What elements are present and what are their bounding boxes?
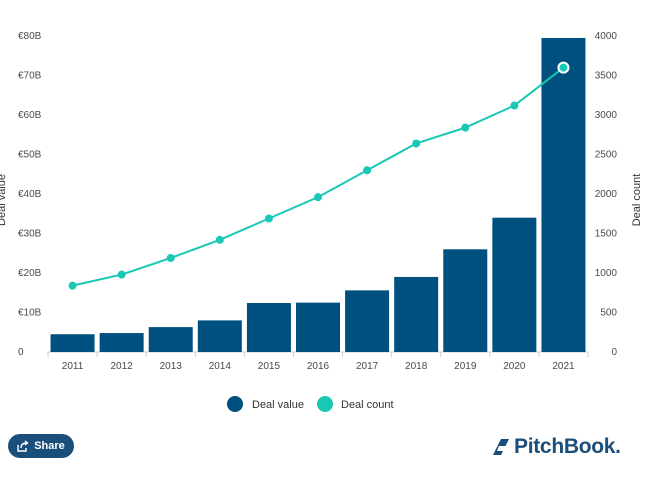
y-left-tick-label: 0: [18, 347, 24, 358]
bar-deal-value-2019[interactable]: [443, 249, 488, 352]
y-right-tick-label: 2000: [595, 189, 618, 200]
y-right-tick-label: 4000: [595, 31, 618, 42]
y-left-tick-label: €70B: [18, 71, 42, 82]
x-tick-label: 2013: [160, 361, 183, 372]
x-tick-label: 2011: [62, 361, 84, 372]
y-right-tick-label: 2500: [595, 150, 618, 161]
point-deal-count-2021[interactable]: [557, 61, 570, 74]
x-tick-label: 2019: [454, 361, 477, 372]
legend-deal-value-swatch: [227, 396, 243, 412]
brand-name: PitchBook.: [514, 435, 621, 458]
y-left-tick-label: €10B: [18, 308, 42, 319]
point-deal-count-2011[interactable]: [68, 281, 77, 290]
x-axis-ticks: 2011 2012 2013 2014 2015 2016 2017 2018 2019 2020…: [47, 352, 589, 372]
point-deal-count-2018[interactable]: [412, 139, 421, 148]
point-deal-count-2019[interactable]: [461, 123, 470, 132]
legend-deal-count-label[interactable]: Deal count: [341, 399, 394, 411]
bar-deal-value-2013[interactable]: [148, 327, 193, 352]
x-tick-label: 2012: [111, 361, 134, 372]
y-right-tick-label: 3000: [595, 110, 618, 121]
x-tick-label: 2017: [356, 361, 379, 372]
legend-deal-count-swatch: [317, 396, 333, 412]
x-tick-label: 2018: [405, 361, 428, 372]
y-right-tick-label: 500: [600, 308, 617, 319]
y-left-tick-label: €30B: [18, 229, 42, 240]
share-label: Share: [34, 440, 65, 452]
bar-deal-value-2020[interactable]: [492, 217, 537, 352]
y-axis-left-ticks: 0 €10B €20B €30B €40B €50B €60B €70B €80B: [18, 31, 42, 358]
point-deal-count-2015[interactable]: [264, 214, 273, 223]
point-deal-count-2020[interactable]: [510, 101, 519, 110]
bar-deal-value-2021[interactable]: [541, 37, 586, 352]
pitchbook-logo: PitchBook.: [490, 432, 621, 462]
bar-series-deal-value: [50, 37, 586, 352]
bar-deal-value-2016[interactable]: [296, 302, 340, 352]
share-button[interactable]: Share: [8, 434, 74, 458]
bar-deal-value-2018[interactable]: [394, 276, 439, 352]
y-left-tick-label: €20B: [18, 268, 42, 279]
line-series-deal-count: [68, 61, 570, 290]
x-tick-label: 2014: [209, 361, 232, 372]
y-left-tick-label: €60B: [18, 110, 42, 121]
y-left-tick-label: €40B: [18, 189, 42, 200]
line-deal-count: [72, 66, 565, 287]
y-left-tick-label: €50B: [18, 150, 42, 161]
x-tick-label: 2020: [503, 361, 526, 372]
x-tick-label: 2021: [552, 361, 575, 372]
y-axis-right-title: Deal count: [631, 174, 643, 227]
legend-deal-value-label[interactable]: Deal value: [252, 399, 304, 411]
bar-deal-value-2015[interactable]: [246, 303, 291, 352]
y-left-tick-label: €80B: [18, 31, 42, 42]
bar-deal-value-2014[interactable]: [197, 320, 242, 352]
point-deal-count-2012[interactable]: [117, 270, 126, 279]
point-deal-count-2014[interactable]: [215, 235, 224, 244]
y-right-tick-label: 0: [611, 347, 617, 358]
bar-deal-value-2017[interactable]: [345, 290, 390, 352]
y-axis-right-ticks: 0 500 1000 1500 2000 2500 3000 3500 4000: [595, 31, 618, 358]
y-right-tick-label: 1500: [595, 229, 618, 240]
bar-deal-value-2011[interactable]: [50, 334, 95, 352]
x-tick-label: 2015: [258, 361, 281, 372]
legend: Deal value Deal count: [227, 396, 394, 412]
y-axis-left-title: Deal value: [0, 174, 8, 226]
pitchbook-mark-icon: [493, 439, 509, 455]
x-tick-label: 2016: [307, 361, 330, 372]
share-icon: [17, 440, 29, 452]
point-deal-count-2013[interactable]: [166, 253, 175, 262]
bar-deal-value-2012[interactable]: [99, 333, 144, 352]
point-deal-count-2017[interactable]: [363, 166, 372, 175]
y-right-tick-label: 1000: [595, 268, 618, 279]
y-right-tick-label: 3500: [595, 71, 618, 82]
point-deal-count-2016[interactable]: [314, 193, 322, 202]
